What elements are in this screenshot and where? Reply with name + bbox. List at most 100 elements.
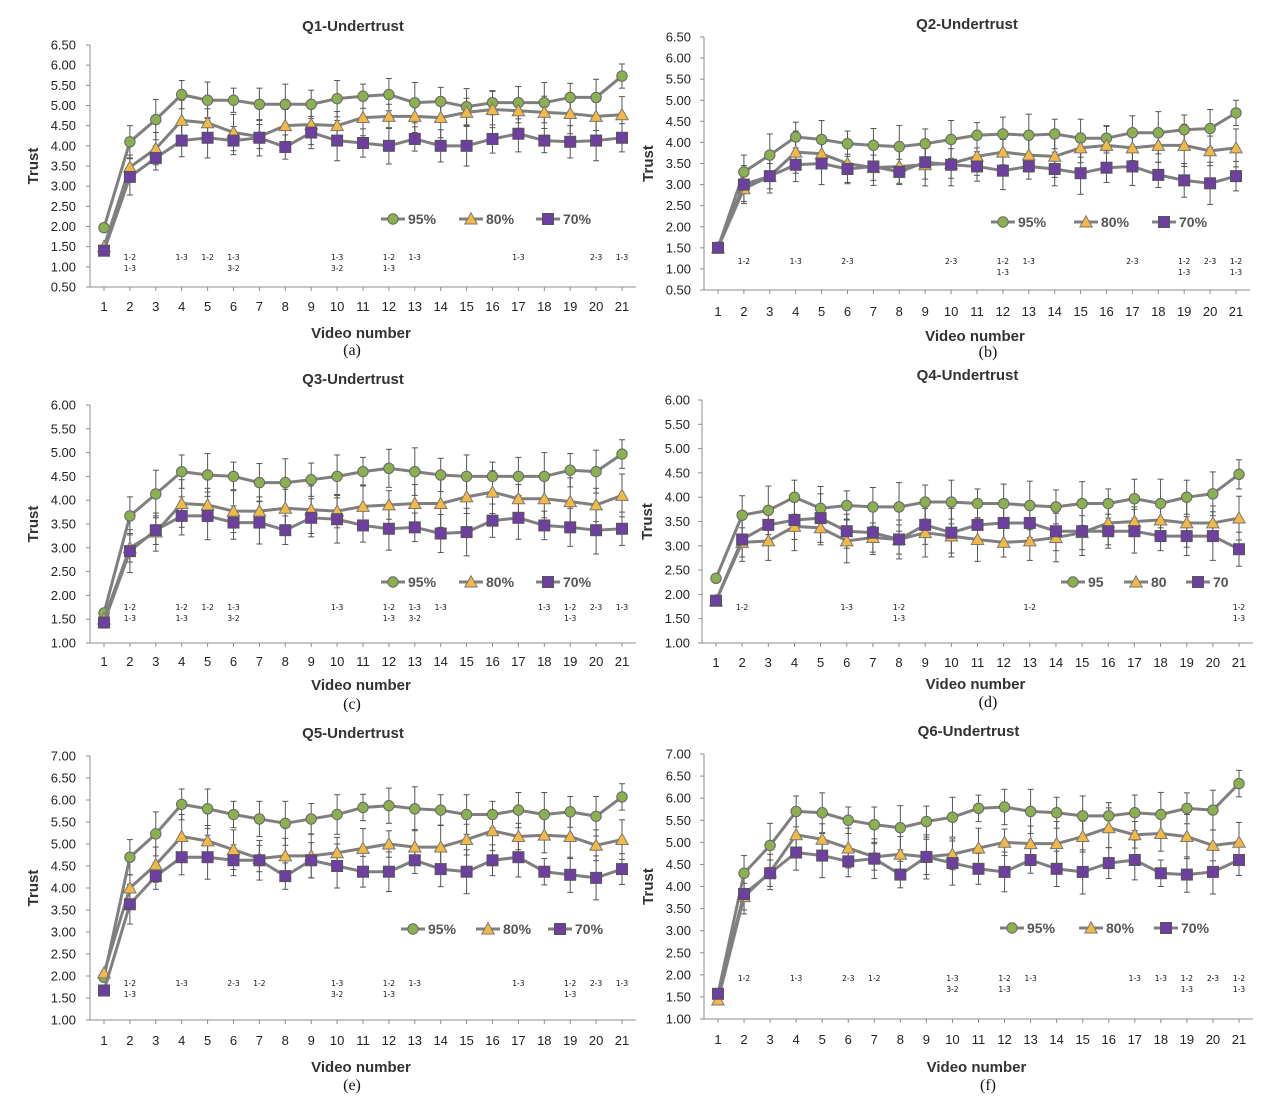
y-tick-label: 4.00 xyxy=(666,135,691,150)
data-point xyxy=(590,91,602,104)
sig-label: 1-2 xyxy=(201,253,213,262)
data-point xyxy=(1076,525,1089,538)
data-point xyxy=(538,865,551,878)
data-point xyxy=(920,815,933,828)
y-tick-label: 6.50 xyxy=(51,38,76,53)
y-tick-label: 3.00 xyxy=(51,540,76,555)
data-point xyxy=(945,158,958,171)
data-point xyxy=(736,533,749,546)
x-tick-label: 7 xyxy=(256,1033,263,1048)
sig-label: 1-2 xyxy=(1181,974,1193,983)
x-tick-label: 14 xyxy=(433,654,447,669)
legend-marker xyxy=(1083,920,1099,934)
y-tick-label: 5.00 xyxy=(51,445,76,460)
series-70% xyxy=(712,846,1245,1000)
x-axis-label: Video number xyxy=(926,676,1026,693)
data-point xyxy=(408,132,421,145)
data-point xyxy=(537,827,552,841)
data-point xyxy=(176,798,188,811)
chart-title: Q6-Undertrust xyxy=(918,723,1020,740)
data-point xyxy=(538,470,550,483)
data-point xyxy=(124,136,136,148)
data-point xyxy=(1023,516,1036,529)
data-point xyxy=(918,525,933,539)
data-point xyxy=(762,518,775,531)
y-tick-label: 3.00 xyxy=(51,925,76,940)
data-point xyxy=(1231,835,1247,848)
data-point xyxy=(616,791,628,803)
data-point xyxy=(305,511,318,524)
data-point xyxy=(460,865,473,878)
legend-label: 95% xyxy=(408,211,437,227)
x-tick-label: 13 xyxy=(1023,1032,1037,1047)
y-tick-label: 6.00 xyxy=(51,398,76,413)
y-tick-label: 4.50 xyxy=(51,859,76,874)
y-tick-label: 1.00 xyxy=(51,259,76,274)
data-point xyxy=(614,832,630,846)
y-tick-label: 7.00 xyxy=(666,747,691,762)
significance-annotations: 1-2 1-3 1-3 1-2 1-3 3-2 1-3 3-2 1-2 1-3 1-3 1-3 2-3 1… xyxy=(124,253,629,273)
data-point xyxy=(330,118,345,132)
data-point xyxy=(1180,868,1193,881)
sig-label: 1-3 xyxy=(512,979,524,988)
x-tick-label: 12 xyxy=(996,304,1010,319)
data-point xyxy=(997,835,1012,848)
x-tick-label: 11 xyxy=(356,299,370,314)
data-point xyxy=(486,514,499,527)
x-tick-label: 18 xyxy=(1154,1032,1168,1047)
x-tick-label: 21 xyxy=(615,299,629,314)
legend-marker xyxy=(1128,574,1144,588)
data-point xyxy=(815,157,828,170)
x-tick-label: 3 xyxy=(152,299,159,314)
y-tick-label: 1.00 xyxy=(51,1013,76,1028)
sig-label: 2-3 xyxy=(841,257,853,266)
legend-marker xyxy=(480,921,496,935)
sig-label: 1-2 xyxy=(124,253,136,262)
legend-marker xyxy=(997,216,1009,228)
x-tick-label: 20 xyxy=(589,299,603,314)
sig-label: 1-3 xyxy=(1178,268,1190,277)
data-point xyxy=(998,865,1011,878)
data-point xyxy=(762,504,774,517)
y-axis-label: Trust xyxy=(639,503,656,540)
data-point xyxy=(790,846,803,859)
data-point xyxy=(998,801,1011,813)
sig-label: 1-3 xyxy=(1233,614,1245,623)
sig-label: 1-3 xyxy=(1155,974,1167,983)
data-point xyxy=(867,139,880,152)
sig-label: 1-2 xyxy=(736,603,748,612)
x-tick-label: 17 xyxy=(511,1033,525,1048)
data-point xyxy=(175,851,188,864)
chart-title: Q5-Undertrust xyxy=(302,725,404,742)
sig-label: 1-3 xyxy=(176,979,188,988)
data-point xyxy=(357,801,369,814)
data-point xyxy=(253,131,266,144)
data-point xyxy=(589,497,604,511)
series-95% xyxy=(98,70,628,234)
data-point xyxy=(1154,497,1167,510)
x-tick-label: 15 xyxy=(1075,1032,1089,1047)
x-tick-label: 18 xyxy=(537,654,551,669)
data-point xyxy=(1076,865,1089,878)
data-point xyxy=(486,854,499,867)
data-point xyxy=(867,501,879,513)
y-tick-label: 3.50 xyxy=(51,903,76,918)
sig-label: 1-3 xyxy=(383,614,395,623)
legend-label: 80% xyxy=(486,574,515,590)
data-point xyxy=(1233,854,1245,866)
sig-label: 1-3 xyxy=(227,253,239,262)
data-point xyxy=(997,497,1010,510)
data-point xyxy=(433,110,448,124)
x-tick-label: 6 xyxy=(230,299,237,314)
data-point xyxy=(945,496,958,508)
data-point xyxy=(763,170,776,183)
data-point xyxy=(590,810,602,822)
data-point xyxy=(408,521,421,534)
x-tick-label: 12 xyxy=(382,299,396,314)
sig-label: 1-3 xyxy=(616,253,628,262)
data-point xyxy=(789,827,804,841)
x-tick-label: 5 xyxy=(204,654,211,669)
data-point xyxy=(616,863,628,876)
data-point xyxy=(486,470,499,483)
